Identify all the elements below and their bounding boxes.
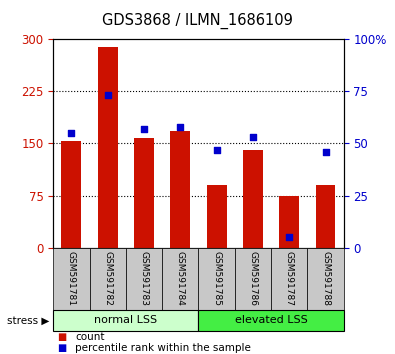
Text: percentile rank within the sample: percentile rank within the sample (75, 343, 251, 353)
Text: normal LSS: normal LSS (94, 315, 158, 325)
Text: GSM591788: GSM591788 (321, 251, 330, 306)
Bar (62, 141, 81, 248)
Bar (279, 195, 299, 248)
Point (250, 134, 256, 140)
Text: GSM591784: GSM591784 (176, 251, 185, 306)
Bar (243, 150, 263, 248)
Bar (170, 131, 190, 248)
Text: GSM591782: GSM591782 (103, 251, 112, 306)
Text: GSM591787: GSM591787 (285, 251, 294, 306)
Text: stress ▶: stress ▶ (7, 315, 49, 325)
Text: count: count (75, 332, 105, 342)
Bar (98, 47, 118, 248)
Text: ■: ■ (57, 343, 66, 353)
Text: GSM591783: GSM591783 (139, 251, 149, 306)
Point (286, 234, 292, 240)
Text: GSM591786: GSM591786 (248, 251, 258, 306)
Bar (134, 138, 154, 248)
Text: GSM591785: GSM591785 (212, 251, 221, 306)
Point (322, 149, 329, 155)
Bar (316, 185, 335, 248)
Text: elevated LSS: elevated LSS (235, 315, 307, 325)
Text: GDS3868 / ILMN_1686109: GDS3868 / ILMN_1686109 (102, 12, 293, 29)
Text: ■: ■ (57, 332, 66, 342)
Text: GSM591781: GSM591781 (67, 251, 76, 306)
Point (177, 124, 184, 130)
Point (141, 126, 147, 132)
Point (213, 147, 220, 153)
Point (68, 130, 75, 136)
Point (105, 92, 111, 98)
Bar (207, 185, 227, 248)
